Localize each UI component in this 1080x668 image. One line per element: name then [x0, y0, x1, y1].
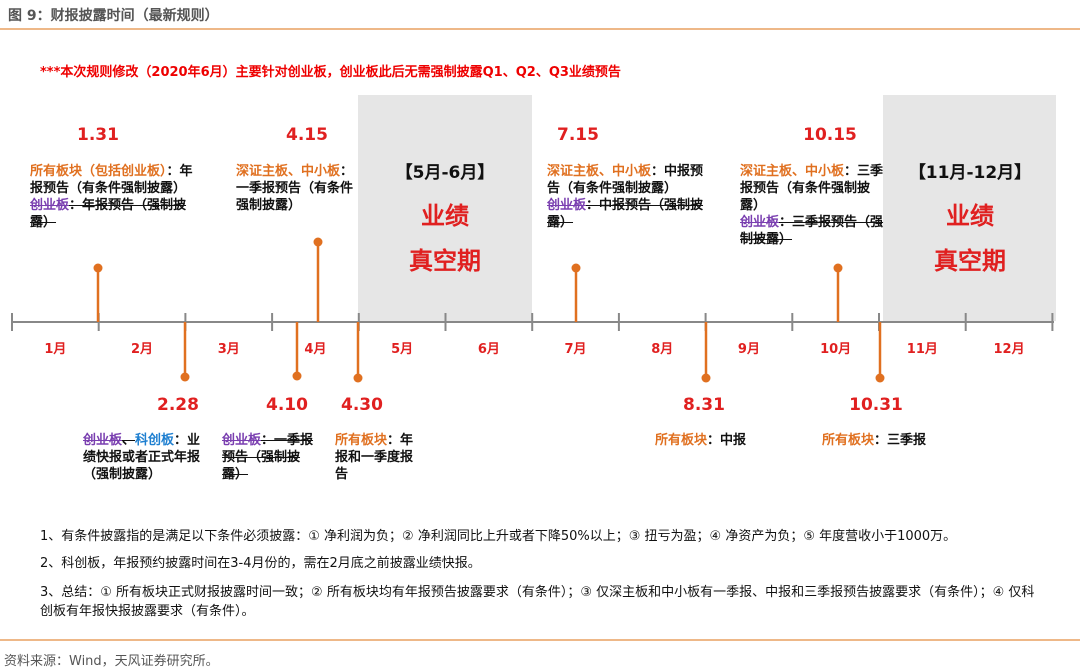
vacuum-label: 真空期 — [934, 247, 1006, 275]
event-date: 4.15 — [286, 125, 328, 145]
vacuum-label: 真空期 — [409, 247, 481, 275]
desc-segment: ：中报预告（有条件强制披露） — [547, 164, 704, 196]
vacuum-shade — [883, 95, 1056, 321]
event-date: 7.15 — [557, 125, 599, 145]
month-label: 10月 — [820, 342, 852, 357]
event-desc: 所有板块（包括创业板）：年报预告（有条件强制披露） 创业板：年报预告（强制披露） — [30, 163, 195, 231]
month-label: 3月 — [217, 342, 240, 357]
desc-segment: 所有板块 — [335, 433, 388, 448]
desc-segment: 创业板 — [222, 433, 262, 448]
event-dot — [875, 373, 885, 383]
month-label: 1月 — [44, 342, 67, 357]
note: ***本次规则修改（2020年6月）主要针对创业板，创业板此后无需强制披露Q1、… — [40, 65, 621, 80]
desc-segment: 创业板 — [547, 198, 587, 213]
event-dot — [701, 373, 711, 383]
desc-segment: ：年报和一季度报告 — [335, 433, 414, 482]
desc-segment: 深证主板、中小板 — [547, 164, 652, 179]
month-label: 2月 — [131, 342, 154, 357]
event-desc: 所有板块：年报和一季度报告 — [335, 432, 415, 483]
event-desc: 创业板：一季报预告（强制披露） — [222, 432, 317, 483]
desc-segment: 深证主板、中小板 — [236, 164, 341, 179]
event-date: 4.10 — [266, 395, 308, 415]
vacuum-label: 业绩 — [421, 202, 469, 230]
event-desc: 深证主板、中小板：中报预告（有条件强制披露） 创业板：中报预告（强制披露） — [547, 163, 712, 231]
desc-segment: 创业板 — [83, 433, 123, 448]
desc-segment: ：中报 — [707, 433, 747, 448]
event-dot — [571, 263, 581, 273]
vacuum-label: 业绩 — [946, 202, 994, 230]
event-date: 10.31 — [849, 395, 903, 415]
month-label: 12月 — [993, 342, 1025, 357]
month-label: 6月 — [477, 342, 500, 357]
event-dot — [833, 263, 843, 273]
desc-segment: 深证主板、中小板 — [740, 164, 845, 179]
event-dot — [353, 373, 363, 383]
desc-segment: ：三季报预告（有条件强制披露） — [740, 164, 884, 213]
footnote: 1、有条件披露指的是满足以下条件必须披露：① 净利润为负；② 净利润同比上升或者… — [40, 529, 957, 544]
event-date: 10.15 — [803, 125, 857, 145]
source: 资料来源：Wind，天风证券研究所。 — [4, 654, 219, 668]
event-dot — [180, 372, 190, 382]
desc-segment: ：三季报 — [874, 433, 927, 448]
event-desc: 创业板、科创板：业绩快报或者正式年报（强制披露） — [83, 432, 208, 483]
event-desc: 所有板块：中报 — [655, 432, 795, 449]
desc-segment: ：年报预告（强制披露） — [30, 198, 187, 230]
desc-segment: 、 — [122, 433, 136, 448]
month-label: 9月 — [737, 342, 760, 357]
desc-segment: 创业板 — [30, 198, 70, 213]
desc-segment: 创业板 — [740, 215, 780, 230]
vacuum-range: 【11月-12月】 — [908, 163, 1032, 183]
desc-segment: ：中报预告（强制披露） — [547, 198, 704, 230]
desc-segment: ：一季报预告（有条件强制披露） — [236, 164, 354, 213]
desc-segment: ：三季报预告（强制披露） — [740, 215, 884, 247]
event-desc: 深证主板、中小板：三季报预告（有条件强制披露） 创业板：三季报预告（强制披露） — [740, 163, 885, 248]
event-date: 1.31 — [77, 125, 119, 145]
event-date: 4.30 — [341, 395, 383, 415]
event-dot — [93, 263, 103, 273]
event-desc: 深证主板、中小板：一季报预告（有条件强制披露） — [236, 163, 356, 214]
event-date: 8.31 — [683, 395, 725, 415]
footnote: 3、总结：① 所有板块正式财报披露时间一致；② 所有板块均有年报预告披露要求（有… — [40, 585, 1035, 619]
month-label: 7月 — [564, 342, 587, 357]
desc-segment: ：一季报预告（强制披露） — [222, 433, 314, 482]
desc-segment: 所有板块 — [822, 433, 875, 448]
desc-segment: 所有板块 — [655, 433, 708, 448]
title: 图 9：财报披露时间（最新规则） — [8, 8, 219, 24]
desc-segment: 所有板块（包括创业板） — [30, 164, 167, 179]
footnote: 2、科创板，年报预约披露时间在3-4月份的，需在2月底之前披露业绩快报。 — [40, 556, 481, 571]
event-dot — [313, 237, 323, 247]
vacuum-range: 【5月-6月】 — [395, 163, 495, 183]
month-label: 5月 — [391, 342, 414, 357]
month-label: 8月 — [651, 342, 674, 357]
desc-segment: 科创板 — [135, 433, 175, 448]
event-desc: 所有板块：三季报 — [822, 432, 962, 449]
month-label: 11月 — [906, 342, 938, 357]
desc-segment: ：年报预告（有条件强制披露） — [30, 164, 193, 196]
vacuum-shade — [358, 95, 532, 321]
event-date: 2.28 — [157, 395, 199, 415]
desc-segment: ：业绩快报或者正式年报（强制披露） — [83, 433, 201, 482]
event-dot — [292, 371, 302, 381]
month-label: 4月 — [304, 342, 327, 357]
